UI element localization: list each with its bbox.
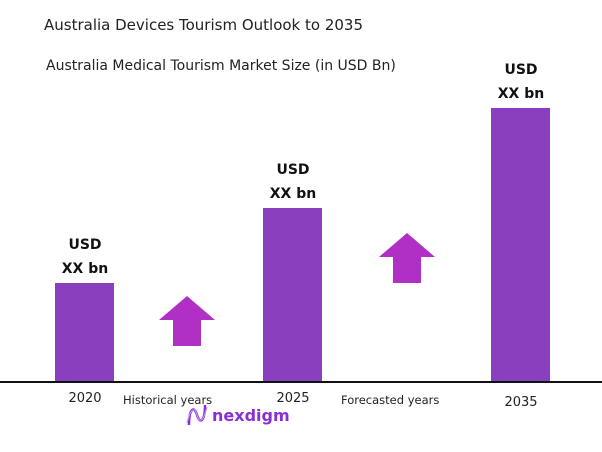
logo-text: nexdigm <box>212 405 290 425</box>
bar-2020 <box>55 283 114 382</box>
x-tick-label: 2035 <box>504 395 538 410</box>
up-arrow-icon <box>379 233 435 283</box>
chart-title: Australia Devices Tourism Outlook to 203… <box>44 16 363 34</box>
nexdigm-logo: nexdigm <box>186 403 290 427</box>
data-label-line2: XX bn <box>269 185 317 202</box>
bar-2025 <box>263 207 322 382</box>
data-label-2025: USD XX bn <box>248 158 338 206</box>
x-tick-label: 2025 <box>276 391 310 406</box>
data-label-line1: USD <box>276 161 310 178</box>
period-label-forecast: Forecasted years <box>341 393 440 407</box>
data-label-line1: USD <box>504 61 538 78</box>
data-label-line1: USD <box>68 237 102 253</box>
data-label-2020: USD XX bn <box>40 233 130 281</box>
data-label-line2: XX bn <box>497 85 545 102</box>
up-arrow-icon <box>159 296 215 346</box>
nexdigm-logo-icon <box>186 404 208 426</box>
chart-subtitle: Australia Medical Tourism Market Size (i… <box>46 58 396 74</box>
data-label-2035: USD XX bn <box>476 58 566 106</box>
bar-2035 <box>491 107 550 382</box>
period-label-historical: Historical years <box>123 393 213 407</box>
data-label-line2: XX bn <box>61 261 109 277</box>
x-axis-line <box>0 381 602 383</box>
x-tick-label: 2020 <box>68 391 102 406</box>
